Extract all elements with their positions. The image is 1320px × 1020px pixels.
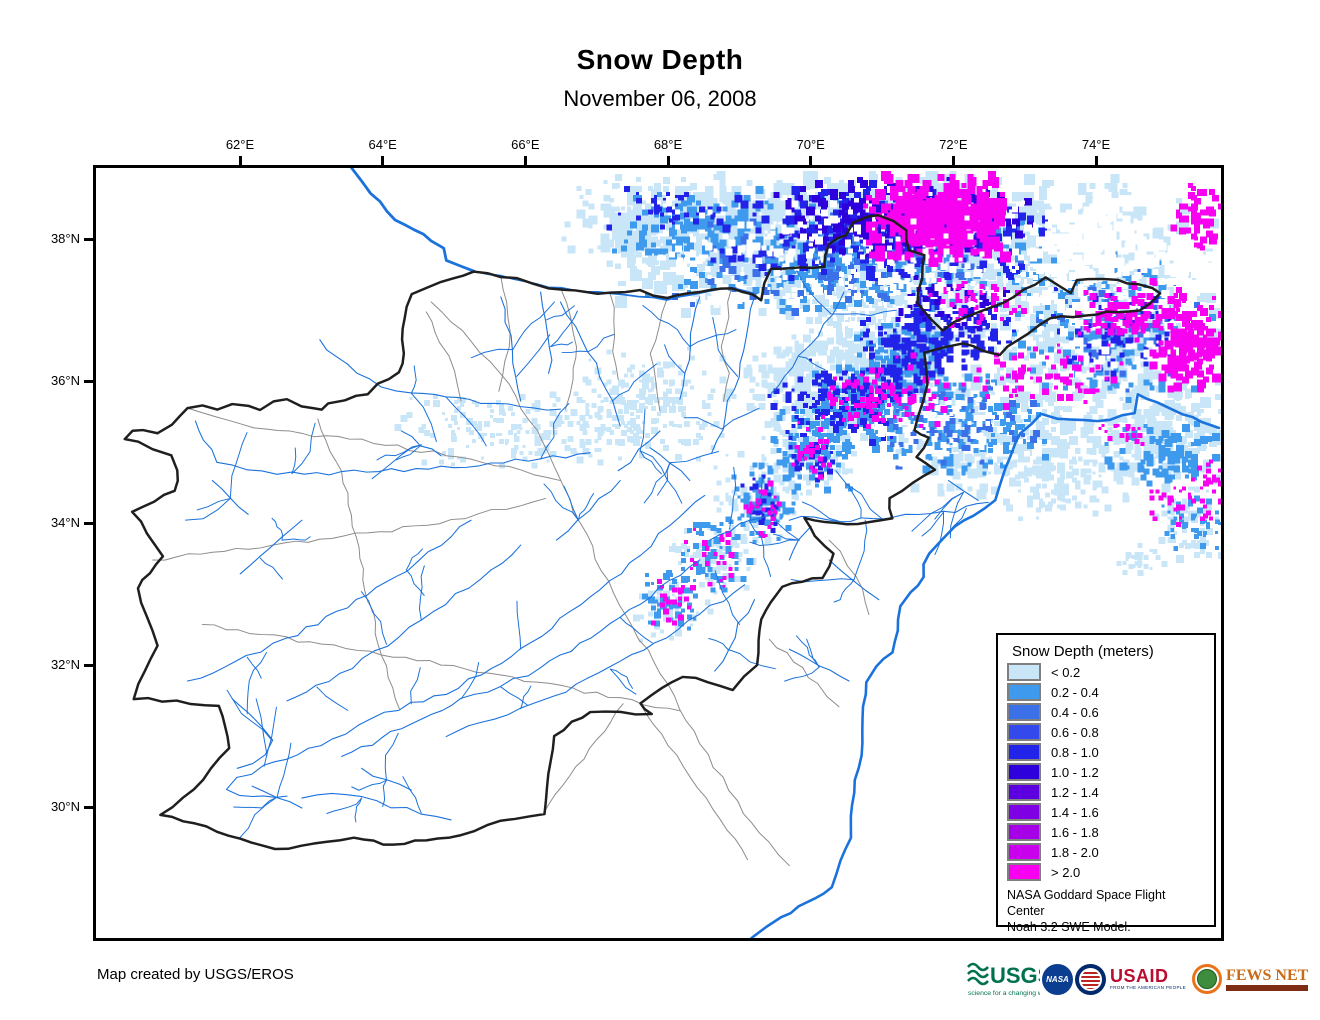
lat-tick [84, 379, 93, 383]
fewsnet-globe-icon [1192, 964, 1223, 994]
legend-row: 0.2 - 0.4 [998, 682, 1214, 702]
nasa-logo-icon: NASA [1042, 963, 1073, 995]
legend-source-line1: NASA Goddard Space Flight Center [1007, 888, 1166, 918]
legend-source: NASA Goddard Space Flight Center Noah 3.… [1007, 887, 1206, 935]
lat-tick [84, 805, 93, 809]
legend-row: 0.4 - 0.6 [998, 702, 1214, 722]
lon-tick [951, 156, 955, 165]
legend-box: Snow Depth (meters) < 0.2 0.2 - 0.4 0.4 - … [996, 633, 1216, 934]
legend-row: 1.6 - 1.8 [998, 822, 1214, 842]
lon-tick-label: 64°E [368, 137, 397, 152]
legend-label: 0.6 - 0.8 [1051, 724, 1099, 740]
lat-tick [84, 237, 93, 241]
lon-tick [238, 156, 242, 165]
lon-tick [809, 156, 813, 165]
rivers [185, 168, 1221, 938]
lat-tick [84, 521, 93, 525]
legend-swatch [1007, 783, 1041, 801]
usaid-logo: USAID FROM THE AMERICAN PEOPLE [1110, 967, 1186, 991]
legend-swatch [1007, 703, 1041, 721]
page-subtitle: November 06, 2008 [563, 86, 757, 111]
legend-label: 0.4 - 0.6 [1051, 704, 1099, 720]
lon-tick-label: 62°E [225, 137, 255, 152]
lat-tick-label: 30°N [50, 799, 80, 814]
credit-text: Map created by USGS/EROS [97, 966, 294, 983]
lon-tick [666, 156, 670, 165]
legend-label: 1.8 - 2.0 [1051, 844, 1099, 860]
legend-row: 1.2 - 1.4 [998, 782, 1214, 802]
fewsnet-name: FEWS NET [1226, 966, 1309, 984]
lat-tick-label: 36°N [50, 373, 80, 388]
legend-title: Snow Depth (meters) [1012, 643, 1154, 660]
map-frame: 62°E 64°E 66°E 68°E 70°E 72°E 74°E 38°N 36°N 34°N… [51, 137, 1224, 941]
lon-tick [381, 156, 385, 165]
legend-swatch [1007, 663, 1041, 681]
fewsnet-logo: FEWS NET [1226, 966, 1309, 991]
legend-row: 1.0 - 1.2 [998, 762, 1214, 782]
lon-tick [523, 156, 527, 165]
page-title: Snow Depth [576, 44, 744, 75]
legend-swatch [1007, 763, 1041, 781]
legend-label: < 0.2 [1051, 664, 1081, 680]
nasa-name: NASA [1046, 974, 1069, 984]
lon-tick [1094, 156, 1098, 165]
usaid-name: USAID [1110, 966, 1169, 987]
legend-swatch [1007, 803, 1041, 821]
legend-swatch [1007, 743, 1041, 761]
legend-swatch [1007, 863, 1041, 881]
legend-label: 0.2 - 0.4 [1051, 684, 1099, 700]
lon-tick-label: 70°E [796, 137, 825, 152]
legend-swatch [1007, 723, 1041, 741]
usgs-logo: USGS science for a changing world [967, 962, 1040, 997]
usgs-tagline: science for a changing world [968, 990, 1040, 997]
legend-label: 1.6 - 1.8 [1051, 824, 1099, 840]
legend-swatch [1007, 843, 1041, 861]
legend-label: 1.4 - 1.6 [1051, 804, 1099, 820]
legend-label: 1.2 - 1.4 [1051, 784, 1099, 800]
legend-swatch [1007, 683, 1041, 701]
legend-row: 0.8 - 1.0 [998, 742, 1214, 762]
legend-label: > 2.0 [1051, 864, 1081, 880]
snow-raster [394, 170, 1221, 643]
lon-tick-label: 74°E [1081, 137, 1111, 152]
logo-band: USGS science for a changing world NASA U… [966, 957, 1308, 1001]
legend-row: 1.4 - 1.6 [998, 802, 1214, 822]
legend-swatch [1007, 823, 1041, 841]
legend-row: < 0.2 [998, 662, 1214, 682]
legend-row: 0.6 - 0.8 [998, 722, 1214, 742]
usgs-wave-icon [967, 962, 989, 986]
legend-label: 1.0 - 1.2 [1051, 764, 1099, 780]
legend-row: 1.8 - 2.0 [998, 842, 1214, 862]
usgs-name: USGS [990, 963, 1040, 988]
legend-row: > 2.0 [998, 862, 1214, 882]
lon-tick-label: 66°E [511, 137, 540, 152]
legend-rows: < 0.2 0.2 - 0.4 0.4 - 0.6 0.6 - 0.8 0.8 - 1.… [998, 662, 1214, 882]
lat-tick-label: 38°N [50, 231, 80, 246]
country-border [123, 213, 1162, 851]
usaid-tagline: FROM THE AMERICAN PEOPLE [1110, 985, 1187, 991]
lon-tick-label: 68°E [653, 137, 683, 152]
usaid-seal-icon [1075, 963, 1106, 995]
legend-source-line2: Noah 3.2 SWE Model. [1007, 920, 1131, 934]
lon-tick-label: 72°E [939, 137, 968, 152]
lat-tick [84, 663, 93, 667]
afghanistan-snow-map [123, 168, 1221, 938]
lat-tick-label: 32°N [50, 657, 80, 672]
fewsnet-bar [1226, 984, 1309, 991]
legend-label: 0.8 - 1.0 [1051, 744, 1099, 760]
lat-tick-label: 34°N [50, 515, 80, 530]
